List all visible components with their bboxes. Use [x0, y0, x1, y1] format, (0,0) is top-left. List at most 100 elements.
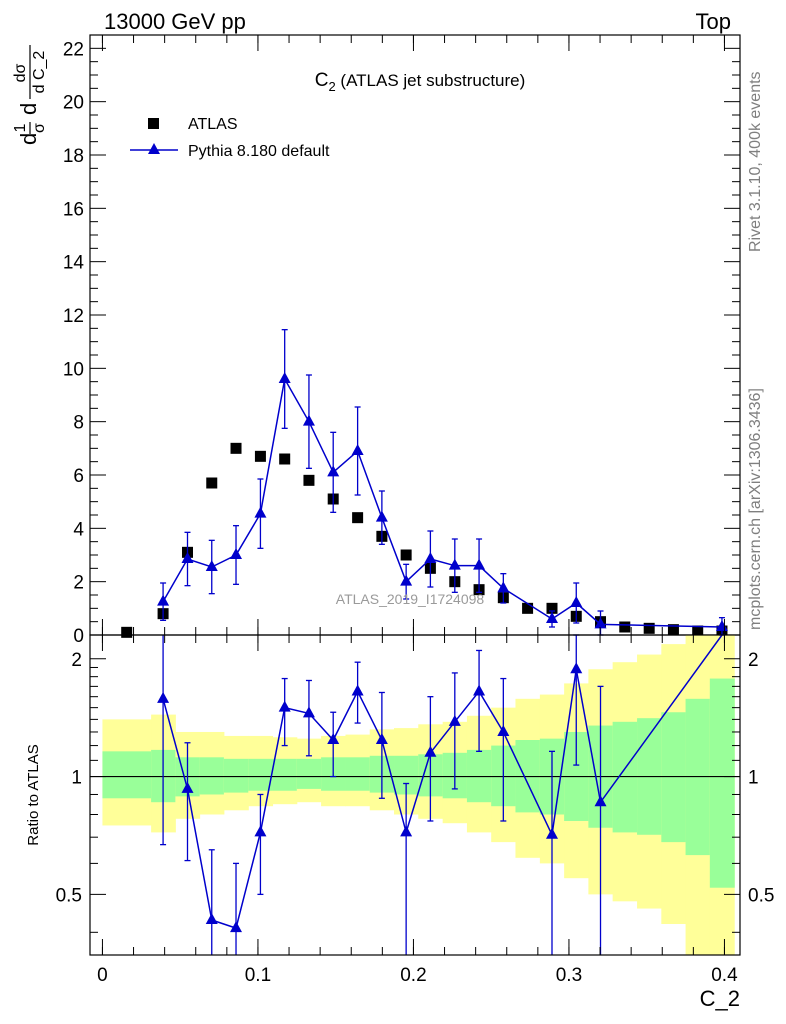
main-plot-marks — [121, 329, 728, 638]
ratio-xtick-label: 0.2 — [400, 965, 426, 986]
main-ytick-label: 18 — [63, 146, 84, 167]
main-ytick-label: 10 — [63, 359, 84, 380]
ratio-point — [205, 913, 218, 925]
ratio-xtick-label: 0 — [97, 965, 108, 986]
main-ylabel: d 1 σ d dσ d C_2 — [12, 45, 48, 145]
ratio-point — [327, 733, 340, 745]
ratio-point — [448, 714, 461, 726]
beam-label: 13000 GeV pp — [104, 9, 246, 34]
atlas-point — [667, 624, 679, 636]
ratio-xtick-label: 0.3 — [556, 965, 582, 986]
ratio-point — [473, 684, 486, 696]
pythia-point — [254, 506, 267, 518]
ratio-ytick-label-right: 1 — [748, 768, 759, 789]
main-ytick-label: 4 — [73, 519, 84, 540]
pythia-point — [351, 444, 364, 455]
pythia-point — [594, 617, 607, 629]
pythia-point — [715, 620, 728, 631]
uncertainty-band-inner — [661, 712, 687, 843]
ratio-xtick-label: 0.1 — [245, 965, 271, 986]
pythia-point — [400, 574, 413, 586]
ylabel-frac1-den: σ — [31, 123, 48, 133]
ratio-point — [278, 700, 291, 712]
pythia-point — [424, 552, 437, 563]
ratio-ticks: 0.5 0.5 1 1 2 2 0 0.1 0.2 0.3 0.4 — [56, 635, 774, 986]
atlas-point — [692, 625, 704, 637]
pythia-point — [230, 548, 243, 559]
uncertainty-band-inner — [102, 751, 152, 799]
uncertainty-band-inner — [296, 758, 322, 789]
ratio-ytick-label-right: 0.5 — [748, 885, 774, 906]
atlas-point — [400, 549, 412, 561]
main-ticks: 0 2 4 6 8 10 12 14 16 18 20 22 — [63, 34, 740, 647]
atlas-point — [206, 477, 218, 489]
main-ytick-label: 0 — [73, 626, 84, 647]
pythia-point — [375, 510, 388, 522]
x-axis-label: C_2 — [700, 986, 740, 1011]
atlas-point — [230, 442, 242, 454]
ratio-ytick-label: 1 — [71, 768, 82, 789]
pythia-point — [448, 558, 461, 570]
legend: ATLAS Pythia 8.180 default — [130, 116, 330, 160]
pythia-point — [327, 465, 340, 477]
ratio-panel: 0.5 0.5 1 1 2 2 0 0.1 0.2 0.3 0.4 Ratio to ATLAS C… — [25, 634, 774, 1011]
ratio-point — [351, 684, 364, 696]
main-ytick-label: 2 — [73, 573, 84, 594]
uncertainty-band-inner — [199, 757, 225, 795]
atlas-point — [352, 512, 364, 524]
atlas-point — [643, 622, 655, 634]
atlas-point — [121, 626, 133, 638]
ratio-point — [497, 724, 510, 736]
ratio-point — [424, 745, 437, 757]
legend-pythia-marker — [148, 143, 160, 154]
ratio-point — [181, 781, 194, 793]
ratio-point — [254, 825, 267, 837]
ratio-point — [302, 706, 315, 718]
pythia-point — [545, 612, 558, 623]
pythia-point — [302, 414, 315, 426]
ratio-point — [375, 733, 388, 745]
atlas-point — [254, 450, 266, 462]
analysis-watermark: ATLAS_2019_I1724098 — [336, 591, 485, 607]
pythia-point — [278, 372, 291, 383]
ratio-point — [545, 827, 558, 839]
ylabel-d2: d — [16, 103, 41, 115]
pythia-point — [570, 596, 583, 607]
ylabel-frac2-num: dσ — [12, 63, 29, 82]
uncertainty-band-inner — [223, 758, 249, 793]
pythia-point — [181, 552, 194, 563]
ylabel-d1: d — [16, 133, 41, 145]
ratio-plot-marks — [90, 634, 740, 955]
process-label: Top — [696, 9, 731, 34]
main-ytick-label: 8 — [73, 413, 84, 434]
plot-title: C2 (ATLAS jet substructure) — [315, 70, 526, 94]
ratio-ylabel: Ratio to ATLAS — [25, 744, 42, 845]
ratio-frame — [89, 634, 741, 956]
atlas-point — [303, 474, 315, 486]
main-ytick-label: 16 — [63, 199, 84, 220]
pythia-point — [157, 594, 170, 606]
plot-title-rest: (ATLAS jet substructure) — [336, 71, 526, 90]
ratio-point — [570, 662, 583, 674]
mcplots-label: mcplots.cern.ch [arXiv:1306.3436] — [747, 388, 764, 630]
pythia-point — [205, 560, 218, 571]
legend-atlas-marker — [148, 118, 159, 129]
pythia-line — [162, 376, 722, 628]
rivet-label: Rivet 3.1.10, 400k events — [747, 71, 764, 252]
ratio-ytick-label-right: 2 — [748, 650, 759, 671]
ratio-xtick-label: 0.4 — [711, 965, 738, 986]
main-ytick-label: 14 — [63, 253, 85, 274]
atlas-point — [546, 602, 558, 614]
ylabel-frac2-den: d C_2 — [31, 51, 48, 94]
ratio-ytick-label: 2 — [71, 650, 82, 671]
uncertainty-band-inner — [272, 758, 298, 791]
main-ytick-label: 12 — [63, 306, 84, 327]
ylabel-frac1-num: 1 — [12, 123, 29, 132]
ratio-ytick-label: 0.5 — [56, 885, 82, 906]
main-ytick-label: 22 — [63, 39, 84, 60]
ratio-point — [230, 921, 243, 933]
pythia-point — [473, 558, 486, 570]
atlas-point — [619, 621, 631, 633]
